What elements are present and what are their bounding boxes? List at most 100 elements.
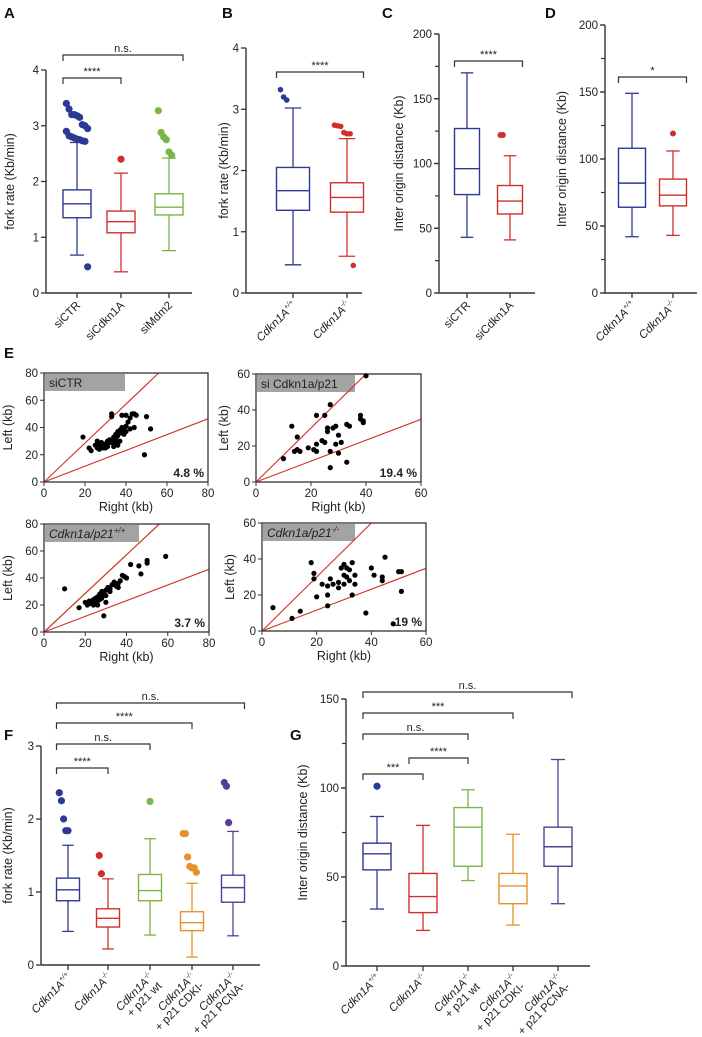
data-point (123, 428, 129, 435)
box-iqr (179, 911, 205, 932)
data-point (335, 585, 342, 591)
data-point (88, 448, 94, 454)
data-point (297, 448, 303, 454)
significance-bracket (408, 757, 469, 764)
significance-label: n.s. (459, 680, 477, 692)
data-point (363, 373, 369, 379)
y-axis-label: Left (kb) (1, 555, 15, 601)
y-tick-label: 100 (579, 154, 598, 166)
reference-line (43, 523, 160, 633)
condition-label-text: si Cdkn1a/p21 (261, 377, 338, 391)
data-point (144, 560, 150, 566)
percentage-label: 19 % (395, 615, 423, 629)
significance-bracket (55, 743, 151, 750)
box-1 (496, 132, 524, 241)
significance-bracket (362, 733, 469, 740)
label-text: siCdkn1A (473, 299, 517, 343)
box-iqr (453, 806, 483, 868)
data-point (327, 448, 333, 454)
data-point (123, 423, 129, 429)
significance-label: **** (74, 756, 92, 768)
label-superscript: -/- (100, 970, 110, 980)
data-point (335, 432, 342, 438)
data-point (280, 456, 287, 462)
data-point (123, 575, 130, 581)
data-point (325, 592, 331, 598)
reference-line (43, 418, 209, 483)
outlier-point (146, 797, 154, 806)
significance-bracket (55, 767, 109, 774)
box-1 (658, 130, 688, 237)
outlier-point (95, 851, 103, 860)
data-point (333, 441, 339, 447)
outlier-point (65, 105, 73, 113)
outlier-point (84, 263, 92, 271)
y-tick-label: 1 (233, 227, 239, 239)
data-point (319, 581, 325, 587)
y-tick-label: 60 (237, 369, 250, 381)
data-point (327, 465, 333, 471)
outlier-point (76, 113, 84, 121)
y-tick-label: 0 (244, 477, 250, 489)
outlier-point (373, 782, 381, 790)
y-tick-label: 0 (426, 288, 432, 300)
x-tick-label: 60 (161, 638, 174, 650)
data-point (335, 450, 342, 456)
significance-bracket (453, 60, 524, 67)
significance-bracket (62, 54, 184, 61)
data-point (96, 446, 102, 452)
y-tick-label: 2 (33, 177, 39, 189)
label-superscript: +/+ (283, 299, 295, 311)
y-tick-label: 20 (25, 450, 38, 462)
svg-text:Cdkn1A-/-: Cdkn1A-/- (310, 298, 353, 341)
y-tick-label: 3 (233, 104, 239, 116)
x-axis-label: Right (kb) (99, 650, 153, 664)
data-point (341, 581, 347, 587)
condition-label: siCTR (49, 376, 83, 390)
box-iqr (453, 127, 481, 196)
chart-panel-G: G 0 50 100 150 Inter origin distance (Kb) Cdkn… (290, 680, 590, 1037)
label-text: Cdkn1A (594, 307, 632, 345)
label-superscript: -/- (142, 970, 152, 980)
data-point (341, 561, 347, 568)
data-point (324, 425, 331, 431)
significance-bracket (362, 712, 514, 719)
y-tick-label: 60 (243, 518, 256, 530)
outlier-point (117, 155, 125, 163)
y-tick-label: 3 (33, 121, 39, 133)
data-point (136, 563, 142, 569)
chart-panel-E4: Cdkn1a/p21-/- 0 20 40 60 0 20 40 60 Right (kb) Lef… (223, 518, 432, 663)
y-tick-label: 50 (326, 872, 339, 884)
x-tick-label: 40 (365, 637, 378, 649)
significance-label: **** (311, 60, 329, 72)
x-axis-label: Right (kb) (99, 500, 153, 514)
plot-frame (255, 373, 422, 483)
y-tick-label: 0 (592, 288, 598, 300)
label-superscript: +/+ (367, 972, 379, 984)
data-point (311, 570, 317, 577)
y-tick-label: 0 (32, 477, 38, 489)
reference-line (43, 568, 210, 633)
category-label: Cdkn1A+/+ (339, 972, 379, 1017)
outlier-point (55, 789, 63, 797)
significance-bracket (362, 691, 573, 698)
box-iqr (275, 166, 311, 212)
label-superscript: -/- (184, 970, 194, 980)
y-tick-label: 0 (333, 961, 339, 973)
svg-text:Cdkn1A-/-: Cdkn1A-/- (636, 298, 679, 341)
data-point (338, 439, 344, 445)
label-text: siCTR (442, 300, 473, 331)
box-iqr (498, 872, 528, 905)
box-0 (453, 72, 481, 238)
chart-panel-E3: Cdkn1a/p21+/+ 0 20 40 60 80 0 20 40 60 80 Right (kb… (1, 519, 215, 664)
significance-label: **** (116, 711, 134, 723)
data-point (398, 588, 404, 595)
data-point (138, 571, 144, 577)
condition-label-text: siCTR (49, 376, 83, 390)
y-tick-label: 4 (233, 43, 240, 55)
outlier-point (347, 130, 353, 137)
box-3 (498, 833, 528, 926)
y-tick-label: 20 (243, 590, 256, 602)
data-point (115, 584, 121, 591)
y-tick-label: 150 (320, 694, 339, 706)
